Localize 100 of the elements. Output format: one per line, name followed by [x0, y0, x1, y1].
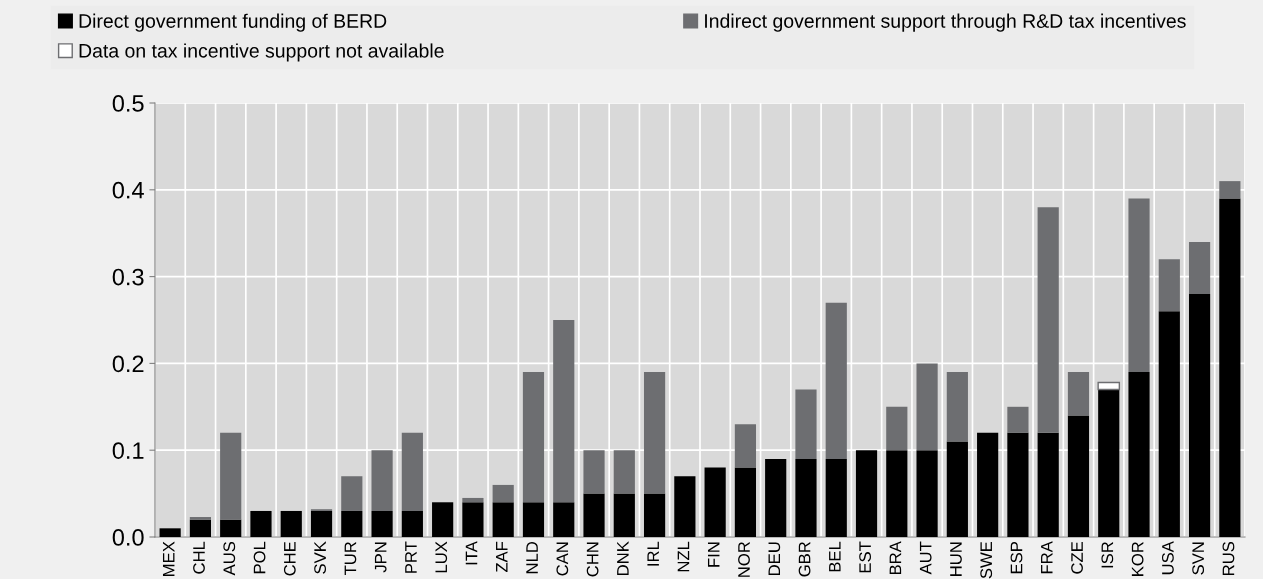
bar: [1128, 198, 1150, 373]
x-tick-label: JPN: [374, 542, 387, 573]
x-tick-label: DEU: [768, 542, 781, 575]
y-tick-label: 0.4: [112, 181, 144, 199]
legend-label: Direct government funding of BERD: [79, 13, 387, 32]
bar: [613, 450, 635, 494]
x-tick-label: CHL: [193, 541, 205, 574]
x-tick-label: AUS: [223, 541, 236, 576]
bar: [825, 302, 847, 459]
bar: [371, 510, 393, 537]
y-tick-label: 0.3: [112, 268, 144, 286]
bar: [553, 502, 575, 537]
x-tick-label: MEX: [162, 541, 175, 576]
bar: [341, 476, 363, 511]
bar: [462, 497, 484, 503]
x-tick-label: SVN: [1192, 542, 1205, 575]
bar: [280, 510, 302, 537]
bar: [553, 320, 575, 503]
bar: [522, 502, 545, 537]
bar: [946, 372, 968, 442]
bar: [189, 517, 212, 520]
bar: [189, 519, 212, 537]
y-tick-label: 0.1: [112, 442, 144, 459]
bar: [341, 510, 363, 537]
bar: [401, 432, 423, 511]
bar: [1158, 311, 1180, 537]
x-tick-label: RUS: [1222, 541, 1235, 575]
x-tick-label: BEL: [829, 541, 841, 572]
x-tick-label: ZAF: [496, 541, 508, 573]
x-tick-label: FIN: [707, 542, 720, 567]
bar: [583, 493, 605, 537]
bar: [220, 519, 242, 537]
bar: [946, 441, 968, 537]
legend-label: Data on tax incentive support not available: [79, 43, 444, 62]
bar: [159, 528, 181, 537]
bar: [1007, 406, 1029, 433]
bar: [916, 450, 938, 537]
x-tick-label: HUN: [950, 542, 962, 576]
bar: [734, 467, 757, 537]
bar: [886, 450, 908, 537]
x-tick-label: PRT: [405, 541, 417, 573]
bar: [1037, 432, 1059, 537]
bar: [371, 450, 393, 511]
legend-label: Indirect government support through R&D tax incentives: [705, 13, 1186, 32]
x-tick-label: EST: [859, 541, 871, 573]
x-tick-label: NLD: [526, 541, 538, 574]
bar: [432, 502, 454, 537]
x-tick-label: NZL: [677, 541, 690, 572]
bar: [886, 406, 908, 451]
bar: [1097, 381, 1121, 391]
bar: [734, 424, 757, 468]
y-tick-label: 0.5: [112, 95, 144, 112]
bar: [674, 476, 696, 537]
bar: [643, 493, 666, 537]
bar: [1188, 293, 1211, 537]
bar: [1128, 372, 1150, 537]
bar: [310, 510, 333, 537]
x-tick-label: AUT: [919, 541, 932, 575]
x-tick-label: USA: [1161, 541, 1174, 575]
x-tick-label: NOR: [738, 541, 750, 577]
bar: [613, 493, 635, 537]
bar: [855, 450, 878, 537]
x-tick-label: ISR: [1101, 541, 1114, 568]
x-tick-label: SWE: [980, 541, 993, 579]
bar: [462, 502, 484, 537]
bar: [916, 363, 938, 451]
x-tick-label: CAN: [556, 542, 569, 576]
bar: [250, 510, 272, 537]
x-tick-label: KOR: [1131, 541, 1144, 576]
bar: [1067, 415, 1090, 537]
x-tick-label: LUX: [435, 541, 448, 573]
x-tick-label: ESP: [1010, 542, 1023, 574]
x-tick-label: POL: [253, 541, 266, 574]
bar: [1067, 372, 1090, 416]
bar: [1188, 241, 1211, 294]
bar: [492, 484, 514, 503]
bar: [704, 467, 726, 537]
x-tick-label: TUR: [344, 541, 357, 576]
bar: [220, 432, 242, 520]
bar: [1219, 198, 1241, 537]
bar: [492, 502, 514, 537]
bar: [1219, 181, 1241, 199]
x-tick-label: ITA: [465, 541, 478, 565]
bar: [583, 450, 605, 494]
bar: [1098, 389, 1120, 537]
x-tick-label: GBR: [798, 541, 811, 577]
bar: [1037, 207, 1059, 433]
bar: [977, 432, 999, 537]
y-tick-label: 0.2: [112, 355, 144, 373]
bar: [1007, 432, 1029, 537]
bar: [522, 372, 545, 503]
x-tick-label: IRL: [647, 541, 659, 566]
bar: [401, 510, 423, 537]
bar: [643, 372, 666, 494]
x-tick-label: CHN: [586, 542, 599, 577]
bar: [765, 458, 787, 537]
x-tick-label: FRA: [1041, 541, 1053, 574]
bar: [795, 458, 817, 537]
y-tick-label: 0.0: [112, 529, 144, 546]
x-tick-label: SVK: [314, 541, 326, 574]
